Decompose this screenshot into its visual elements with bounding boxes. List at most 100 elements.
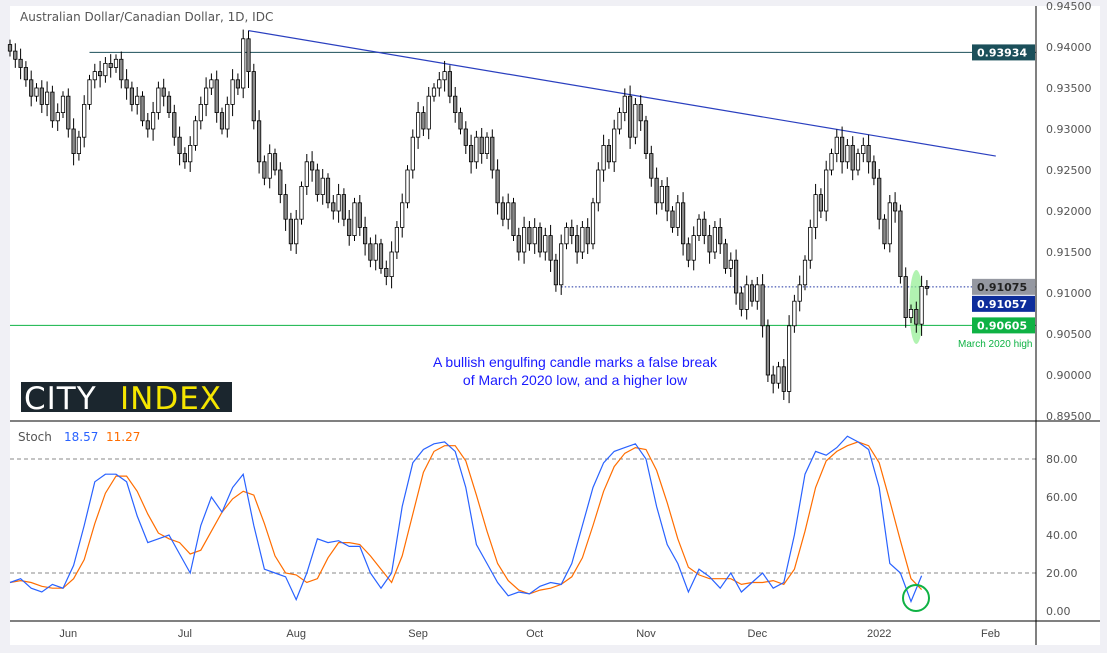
candle-body (808, 226, 813, 261)
candle (575, 224, 580, 264)
svg-text:CITY: CITY (24, 381, 97, 417)
candle (691, 226, 696, 271)
candle-body (262, 161, 267, 179)
candle (45, 81, 50, 117)
candle-body (453, 95, 458, 113)
candle (294, 209, 299, 254)
candle (718, 218, 723, 254)
candle (172, 104, 177, 146)
candle-body (484, 136, 490, 154)
candle-body (373, 243, 378, 261)
price-badge-bg (972, 317, 1035, 334)
candle (532, 218, 537, 254)
candle-body (437, 79, 442, 89)
candle (55, 103, 60, 131)
price-badge-value: 0.91075 (977, 281, 1027, 294)
candle-body (341, 194, 347, 220)
candle-body (309, 161, 315, 171)
candle (871, 155, 877, 186)
candle (400, 193, 405, 238)
candle-body (781, 366, 786, 392)
candle-body (829, 153, 834, 171)
candle-body (718, 226, 723, 245)
candle-body (776, 366, 781, 384)
candle (177, 126, 182, 166)
candle-body (861, 144, 866, 154)
candle (320, 168, 325, 205)
candle-body (654, 177, 659, 204)
candle-body (193, 120, 198, 146)
candle (230, 69, 235, 117)
candle-body (225, 104, 230, 130)
candle (479, 127, 484, 164)
candle (458, 107, 463, 135)
candle (850, 136, 855, 181)
candle (246, 33, 251, 78)
candle (23, 61, 29, 87)
candle-body (479, 136, 484, 154)
candle-body (675, 202, 680, 228)
candle-body (474, 136, 479, 163)
candle (368, 237, 373, 268)
candle-body (468, 144, 474, 163)
candle (749, 279, 755, 307)
candle (543, 227, 548, 261)
candle (113, 54, 119, 73)
candle (877, 168, 882, 230)
candle-body (166, 95, 172, 113)
candle-body (924, 286, 930, 289)
candle (421, 106, 426, 136)
candle (309, 151, 315, 182)
candle (813, 183, 818, 240)
candle (755, 277, 760, 310)
candle (702, 211, 707, 245)
candle-body (87, 79, 92, 105)
candle (166, 91, 172, 119)
candle-body (315, 169, 320, 196)
candle (405, 165, 410, 209)
candle-body (113, 58, 119, 68)
candle-body (82, 104, 87, 138)
candle-body (7, 44, 13, 52)
candle (235, 73, 240, 95)
price-tick-label: 0.92500 (1046, 164, 1092, 177)
candle (362, 216, 368, 256)
candle (559, 234, 564, 295)
candle (643, 115, 649, 160)
candle (150, 101, 156, 141)
candle-body (633, 104, 638, 138)
candle (447, 65, 453, 104)
candle (29, 70, 34, 107)
candle-body (771, 374, 776, 384)
candle (776, 361, 781, 389)
candle (654, 167, 659, 215)
candle-body (161, 87, 166, 97)
candle-body (908, 308, 914, 318)
candle (564, 222, 569, 250)
candle-body (378, 243, 384, 269)
candle-body (405, 169, 410, 204)
candle-body (840, 136, 845, 163)
annotation-line-2: of March 2020 low, and a higher low (463, 372, 688, 388)
candle-body (490, 136, 495, 171)
candle (426, 86, 431, 140)
candle (893, 192, 898, 223)
candle-body (665, 185, 670, 212)
candle-body (850, 144, 855, 171)
candle-body (845, 144, 850, 163)
candle (612, 119, 617, 172)
candle-body (659, 185, 665, 204)
candle-body (628, 95, 633, 138)
candle (103, 57, 108, 83)
svg-text:Stoch: Stoch (18, 430, 52, 444)
descending-trendline (248, 30, 996, 157)
candle-body (712, 226, 718, 253)
candle-body (622, 95, 627, 113)
candle (797, 275, 802, 312)
candle-body (241, 38, 246, 89)
time-tick-label: Oct (526, 628, 543, 640)
candle (7, 39, 13, 57)
candle (744, 275, 749, 320)
